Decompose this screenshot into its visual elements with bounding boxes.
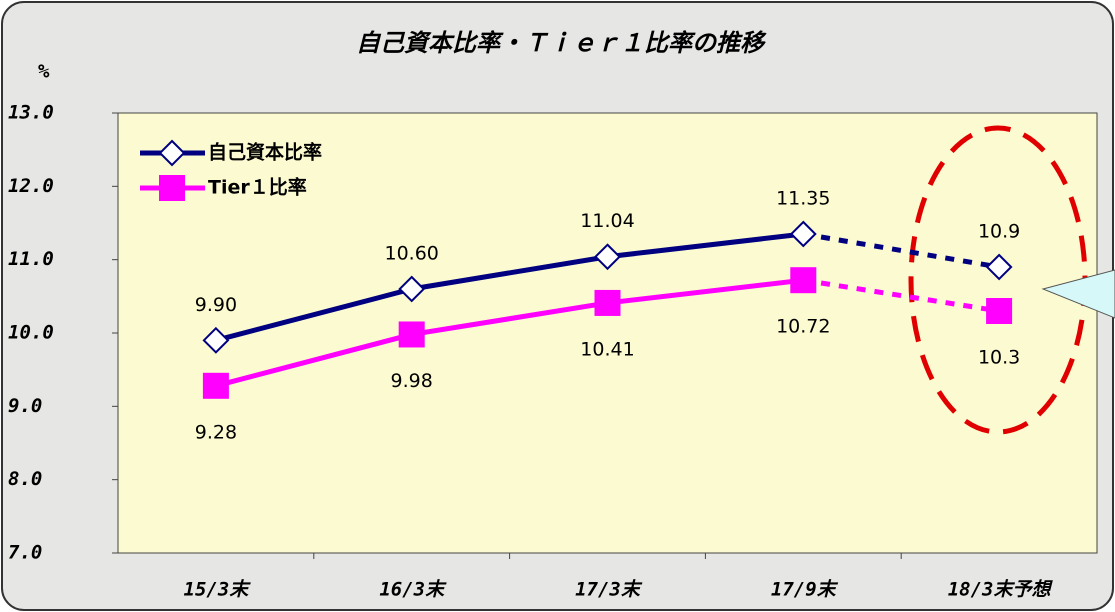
data-label: 9.28 — [195, 421, 237, 443]
series-forecast-line — [802, 277, 1000, 314]
y-tick-label: 8.0 — [8, 468, 42, 490]
y-tick-label: 9.0 — [8, 395, 42, 417]
data-label: 10.9 — [978, 221, 1020, 243]
x-tick-label: 18/3末予想 — [948, 579, 1054, 601]
plot-area — [117, 112, 1098, 554]
data-label: 10.60 — [384, 243, 438, 265]
data-label: 9.90 — [195, 294, 237, 316]
y-tick-label: 12.0 — [8, 175, 54, 197]
point-marker — [398, 275, 426, 303]
point-marker — [790, 267, 817, 294]
data-label: 10.72 — [776, 316, 830, 338]
x-tick-label: 17/9末 — [771, 579, 839, 601]
y-axis-label: % — [38, 61, 50, 83]
data-label: 9.98 — [391, 370, 433, 392]
series-line — [215, 231, 804, 343]
x-tick-label: 16/3末 — [379, 579, 447, 601]
y-tick-label: 11.0 — [8, 248, 54, 270]
data-label: 11.04 — [580, 210, 634, 232]
x-tick-label: 17/3末 — [575, 579, 643, 601]
callout — [1041, 269, 1115, 319]
chart-title: 自己資本比率・Ｔｉｅｒ１比率の推移 — [356, 29, 767, 57]
series-forecast-line — [802, 231, 1000, 270]
legend-marker — [159, 175, 185, 201]
point-marker — [398, 321, 425, 348]
data-label: 10.3 — [978, 347, 1020, 369]
point-marker — [985, 253, 1013, 281]
data-label: 11.35 — [776, 188, 830, 210]
legend-marker — [158, 139, 186, 167]
legend-label: 自己資本比率 — [208, 141, 322, 164]
series-line — [215, 277, 804, 389]
x-tick-label: 15/3末 — [184, 579, 252, 601]
point-marker — [789, 220, 817, 248]
y-tick-label: 7.0 — [8, 542, 42, 564]
point-marker — [202, 326, 230, 354]
point-marker — [202, 372, 229, 399]
point-marker — [986, 298, 1013, 324]
data-label: 10.41 — [580, 338, 634, 360]
y-tick-label: 10.0 — [8, 322, 54, 344]
point-marker — [594, 243, 621, 271]
point-marker — [594, 289, 621, 316]
legend-label: Tier１比率 — [208, 176, 307, 199]
y-tick-label: 13.0 — [8, 102, 54, 124]
